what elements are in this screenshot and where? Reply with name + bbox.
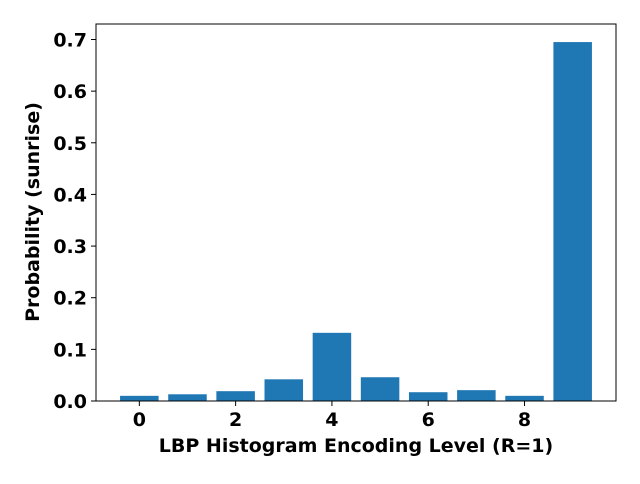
bar-level-1 xyxy=(168,394,207,401)
bar-level-3 xyxy=(264,379,304,401)
bar-level-8 xyxy=(505,395,544,401)
x-tick-label: 0 xyxy=(133,409,146,431)
x-tick-label: 2 xyxy=(229,409,242,431)
bar-level-2 xyxy=(216,391,255,401)
x-tick-label: 6 xyxy=(422,409,435,431)
bars-group xyxy=(120,42,592,401)
x-tick-label: 8 xyxy=(518,409,531,431)
bar-level-7 xyxy=(457,390,496,401)
x-axis-title: LBP Histogram Encoding Level (R=1) xyxy=(159,435,553,457)
x-tick-label: 4 xyxy=(325,409,338,431)
plot-area-frame xyxy=(95,23,617,402)
bar-level-6 xyxy=(408,392,448,401)
y-tick-label: 0.3 xyxy=(53,236,87,258)
bar-level-4 xyxy=(312,332,352,401)
y-axis-ticks: 0.0 0.1 0.2 0.3 0.4 0.5 0.6 0.7 xyxy=(53,29,96,413)
y-tick-label: 0.6 xyxy=(53,81,87,103)
y-tick-label: 0.5 xyxy=(53,133,87,155)
bar-level-5 xyxy=(360,377,400,401)
y-axis-title: Probability (sunrise) xyxy=(22,102,44,322)
y-tick-label: 0.1 xyxy=(53,339,87,361)
bar-level-9 xyxy=(553,42,592,401)
y-tick-label: 0.2 xyxy=(53,288,87,310)
y-tick-label: 0.4 xyxy=(53,184,87,206)
bar-level-0 xyxy=(120,395,159,401)
y-tick-label: 0.0 xyxy=(53,391,87,413)
x-axis-ticks: 0 2 4 6 8 xyxy=(133,401,531,431)
y-tick-label: 0.7 xyxy=(53,29,87,51)
